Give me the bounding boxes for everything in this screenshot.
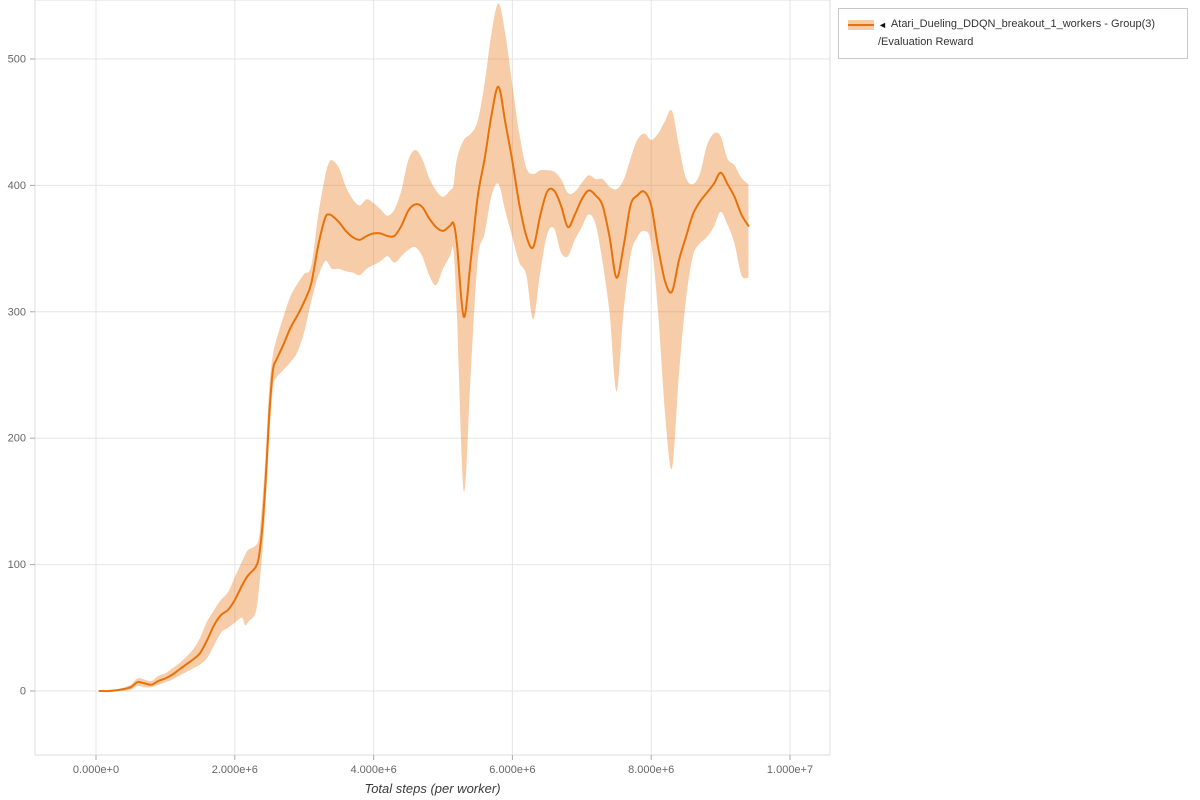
x-tick-labels: 0.000e+0 2.000e+6 4.000e+6 6.000e+6 8.000e+6…: [73, 764, 813, 776]
legend: ◄ Atari_Dueling_DDQN_breakout_1_workers …: [838, 8, 1188, 60]
gridlines: [34, 0, 831, 756]
x-tick-label: 8.000e+6: [628, 764, 674, 776]
legend-series-name: Atari_Dueling_DDQN_breakout_1_workers - …: [890, 18, 1156, 30]
x-tick-label: 2.000e+6: [212, 764, 258, 776]
legend-item[interactable]: ◄ Atari_Dueling_DDQN_breakout_1_workers …: [848, 16, 1178, 34]
y-tick-label: 500: [8, 54, 26, 66]
x-axis-title: Total steps (per worker): [364, 781, 501, 796]
legend-swatch: [848, 19, 874, 30]
series-group: [98, 3, 750, 693]
x-tick-label: 0.000e+0: [73, 764, 119, 776]
plot-border: [34, 0, 831, 756]
x-tick-label: 1.000e+7: [767, 764, 813, 776]
x-tick-label: 6.000e+6: [489, 764, 535, 776]
mean-line: [98, 85, 750, 693]
x-tick-label: 4.000e+6: [351, 764, 397, 776]
tick-marks: [30, 58, 791, 760]
y-tick-labels: 0 100 200 300 400 500: [8, 54, 26, 698]
y-tick-label: 0: [20, 686, 26, 698]
y-tick-label: 400: [8, 180, 26, 192]
y-tick-label: 200: [8, 433, 26, 445]
confidence-band: [99, 3, 749, 692]
legend-metric: /Evaluation Reward: [878, 35, 974, 48]
legend-marker-icon: ◄: [878, 19, 887, 30]
y-tick-label: 100: [8, 559, 26, 571]
y-tick-label: 300: [8, 306, 26, 318]
